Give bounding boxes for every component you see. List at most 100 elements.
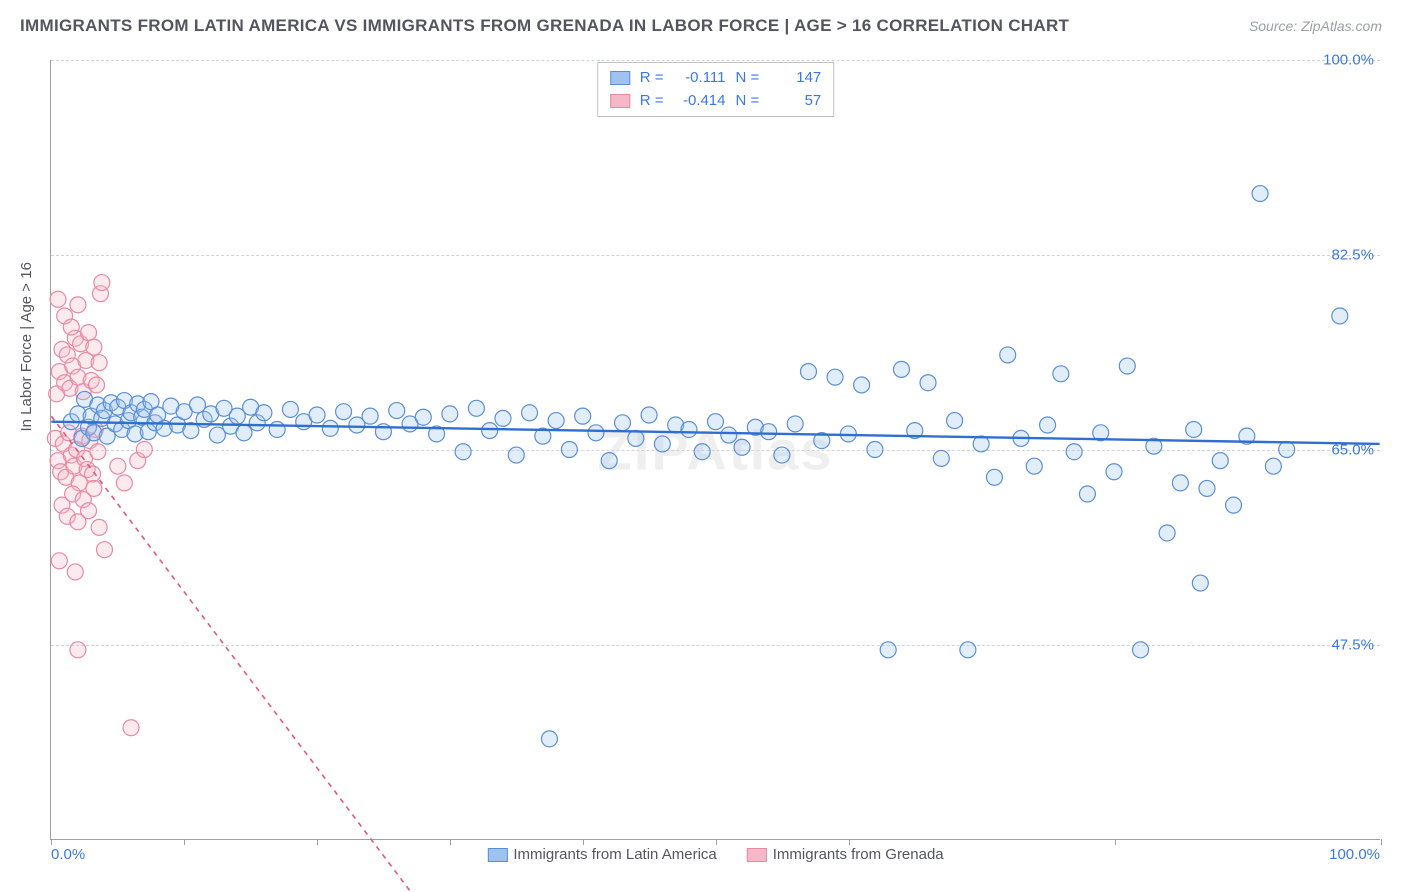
scatter-point (96, 542, 112, 558)
swatch-series-b (610, 94, 630, 108)
scatter-point (70, 642, 86, 658)
legend-label-a: Immigrants from Latin America (513, 846, 716, 863)
scatter-point (1186, 421, 1202, 437)
scatter-point (1133, 642, 1149, 658)
scatter-point (86, 480, 102, 496)
scatter-point (282, 401, 298, 417)
x-minor-tick (450, 839, 451, 845)
scatter-point (960, 642, 976, 658)
scatter-point (1026, 458, 1042, 474)
scatter-point (389, 403, 405, 419)
scatter-point (136, 442, 152, 458)
r-label-b: R = (640, 90, 664, 113)
swatch-series-a (610, 71, 630, 85)
scatter-point (362, 408, 378, 424)
correlation-stats-box: R = -0.111 N = 147 R = -0.414 N = 57 (597, 62, 835, 117)
scatter-point (85, 466, 101, 482)
scatter-point (867, 442, 883, 458)
scatter-point (1332, 308, 1348, 324)
scatter-point (561, 442, 577, 458)
x-tick-left: 0.0% (51, 846, 85, 863)
x-minor-tick (1381, 839, 1382, 845)
scatter-point (641, 407, 657, 423)
source-label: Source: ZipAtlas.com (1249, 18, 1382, 34)
x-minor-tick (849, 839, 850, 845)
r-value-a: -0.111 (674, 67, 726, 90)
scatter-point (681, 421, 697, 437)
scatter-point (628, 430, 644, 446)
scatter-point (236, 425, 252, 441)
x-minor-tick (716, 839, 717, 845)
n-label-b: N = (736, 90, 760, 113)
scatter-point (1279, 442, 1295, 458)
scatter-point (110, 458, 126, 474)
scatter-point (63, 319, 79, 335)
scatter-point (800, 364, 816, 380)
scatter-point (1106, 464, 1122, 480)
stats-row-series-a: R = -0.111 N = 147 (610, 67, 822, 90)
n-value-b: 57 (769, 90, 821, 113)
scatter-point (734, 439, 750, 455)
scatter-point (67, 564, 83, 580)
scatter-point (89, 377, 105, 393)
scatter-point (787, 416, 803, 432)
scatter-point (575, 408, 591, 424)
chart-title: IMMIGRANTS FROM LATIN AMERICA VS IMMIGRA… (20, 16, 1069, 36)
x-tick-right: 100.0% (1329, 846, 1380, 863)
scatter-point (90, 444, 106, 460)
scatter-point (468, 400, 484, 416)
scatter-point (1119, 358, 1135, 374)
scatter-point (854, 377, 870, 393)
scatter-point (482, 423, 498, 439)
scatter-point (455, 444, 471, 460)
chart-container: IMMIGRANTS FROM LATIN AMERICA VS IMMIGRA… (0, 0, 1406, 892)
scatter-point (70, 297, 86, 313)
scatter-point (920, 375, 936, 391)
n-label-a: N = (736, 67, 760, 90)
scatter-point (761, 424, 777, 440)
legend-item-b: Immigrants from Grenada (747, 846, 944, 863)
scatter-point (415, 409, 431, 425)
scatter-point (1192, 575, 1208, 591)
scatter-point (116, 475, 132, 491)
scatter-point (1199, 480, 1215, 496)
legend-item-a: Immigrants from Latin America (487, 846, 716, 863)
scatter-point (541, 731, 557, 747)
scatter-point (1252, 186, 1268, 202)
scatter-point (548, 413, 564, 429)
r-value-b: -0.414 (674, 90, 726, 113)
scatter-point (721, 427, 737, 443)
scatter-point (615, 415, 631, 431)
scatter-point (91, 519, 107, 535)
x-minor-tick (51, 839, 52, 845)
scatter-point (269, 421, 285, 437)
scatter-point (1159, 525, 1175, 541)
scatter-point (309, 407, 325, 423)
scatter-point (322, 420, 338, 436)
scatter-point (1000, 347, 1016, 363)
scatter-point (50, 291, 66, 307)
scatter-svg (51, 60, 1380, 839)
scatter-point (708, 414, 724, 430)
scatter-point (694, 444, 710, 460)
scatter-point (827, 369, 843, 385)
scatter-point (442, 406, 458, 422)
legend-label-b: Immigrants from Grenada (773, 846, 944, 863)
scatter-point (893, 361, 909, 377)
x-minor-tick (184, 839, 185, 845)
stats-row-series-b: R = -0.414 N = 57 (610, 90, 822, 113)
n-value-a: 147 (769, 67, 821, 90)
scatter-point (522, 405, 538, 421)
plot-area: ZIPAtlas 47.5%65.0%82.5%100.0% R = -0.11… (50, 60, 1380, 840)
scatter-point (1066, 444, 1082, 460)
scatter-point (588, 425, 604, 441)
scatter-point (51, 553, 67, 569)
legend-swatch-a (487, 848, 507, 862)
scatter-point (654, 436, 670, 452)
scatter-point (601, 453, 617, 469)
scatter-point (508, 447, 524, 463)
legend-swatch-b (747, 848, 767, 862)
r-label-a: R = (640, 67, 664, 90)
scatter-point (81, 503, 97, 519)
scatter-point (1172, 475, 1188, 491)
